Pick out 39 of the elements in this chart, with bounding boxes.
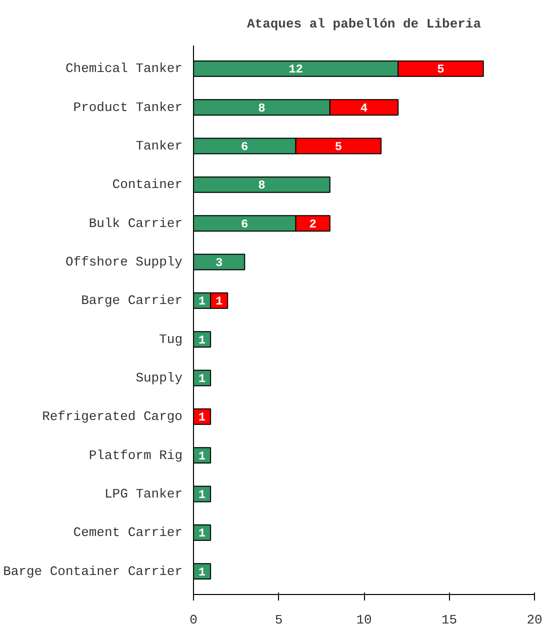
y-tick-label: LPG Tanker	[104, 486, 183, 502]
data-label: 8	[258, 101, 266, 116]
data-label: 1	[198, 333, 206, 348]
x-tick-label: 10	[356, 612, 372, 628]
x-tick-label: 0	[190, 612, 198, 628]
data-label: 1	[198, 526, 206, 541]
y-tick-label: Supply	[136, 370, 183, 386]
y-tick-label: Chemical Tanker	[65, 61, 183, 76]
y-tick-label: Container	[112, 177, 183, 192]
data-label: 4	[360, 101, 368, 116]
y-tick-label: Cement Carrier	[73, 525, 182, 540]
y-tick-label: Refrigerated Cargo	[42, 409, 183, 424]
data-label: 8	[258, 178, 266, 193]
data-label: 2	[309, 217, 316, 232]
y-tick-label: Tug	[159, 332, 182, 347]
y-tick-label: Barge Container Carrier	[3, 564, 183, 579]
data-label: 6	[241, 140, 248, 154]
data-label: 1	[198, 488, 206, 502]
data-label: 5	[334, 140, 342, 154]
data-label: 12	[288, 62, 304, 77]
x-tick-label: 15	[441, 612, 458, 628]
chart-title: Ataques al pabellón de Liberia	[246, 16, 482, 32]
y-tick-label: Offshore Supply	[65, 254, 183, 270]
x-tick-label: 20	[526, 612, 542, 628]
data-label: 5	[437, 62, 444, 77]
data-label: 1	[198, 372, 206, 386]
y-tick-label: Product Tanker	[73, 100, 182, 115]
data-label: 1	[198, 449, 206, 464]
data-label: 1	[198, 410, 206, 425]
data-label: 3	[215, 256, 223, 270]
data-label: 1	[198, 294, 206, 309]
y-tick-label: Tanker	[136, 138, 183, 154]
y-tick-label: Platform Rig	[88, 448, 183, 463]
data-label: 6	[241, 217, 248, 232]
x-tick-label: 5	[274, 612, 283, 628]
y-tick-label: Bulk Carrier	[88, 216, 183, 231]
data-label: 1	[215, 294, 223, 309]
data-label: 1	[198, 565, 206, 580]
y-tick-label: Barge Carrier	[81, 293, 183, 308]
